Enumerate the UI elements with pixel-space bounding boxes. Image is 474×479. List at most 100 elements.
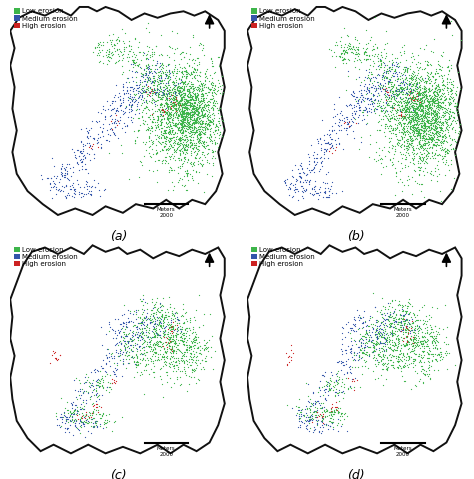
Point — [330, 100, 338, 108]
Point — [165, 67, 173, 74]
Point — [383, 329, 391, 336]
Point — [129, 85, 137, 93]
Point — [195, 104, 203, 112]
Point — [282, 181, 289, 189]
Point — [194, 114, 201, 122]
Point — [416, 133, 424, 141]
Point — [130, 90, 138, 98]
Point — [380, 128, 388, 136]
Point — [122, 340, 130, 348]
Point — [167, 152, 175, 160]
Point — [413, 111, 421, 118]
Point — [444, 350, 451, 357]
Point — [392, 324, 400, 331]
Point — [384, 299, 392, 307]
Point — [383, 376, 390, 383]
Point — [145, 370, 153, 378]
Point — [360, 98, 367, 105]
Point — [416, 103, 424, 110]
Point — [406, 334, 414, 342]
Point — [167, 358, 175, 366]
Point — [175, 101, 183, 109]
Point — [198, 123, 206, 131]
Point — [380, 90, 387, 98]
Point — [352, 102, 359, 109]
Point — [172, 148, 180, 156]
Point — [105, 54, 112, 61]
Point — [206, 108, 213, 116]
Point — [409, 123, 417, 131]
Point — [402, 63, 410, 71]
Point — [178, 95, 186, 103]
Point — [426, 374, 434, 382]
Point — [438, 90, 446, 97]
Point — [170, 102, 178, 110]
Point — [436, 132, 443, 139]
Point — [139, 88, 146, 95]
Point — [383, 52, 390, 60]
Point — [197, 80, 205, 88]
Point — [396, 114, 403, 122]
Point — [364, 84, 371, 91]
Point — [187, 92, 194, 100]
Point — [131, 98, 138, 105]
Point — [177, 354, 185, 362]
Point — [206, 135, 214, 142]
Point — [401, 90, 409, 98]
Point — [190, 80, 197, 88]
Point — [189, 323, 197, 331]
Point — [181, 319, 188, 326]
Point — [425, 110, 433, 118]
Point — [151, 132, 159, 139]
Point — [163, 74, 171, 82]
Point — [98, 364, 105, 372]
Point — [79, 388, 86, 396]
Point — [402, 103, 410, 111]
Point — [377, 87, 384, 94]
Point — [177, 91, 184, 99]
Point — [192, 103, 200, 111]
Point — [348, 104, 356, 112]
Point — [125, 53, 133, 61]
Point — [423, 348, 431, 356]
Point — [414, 121, 422, 129]
Point — [441, 115, 448, 123]
Point — [356, 73, 363, 81]
Point — [416, 59, 423, 67]
Point — [342, 48, 350, 56]
Point — [386, 331, 393, 338]
Point — [201, 113, 209, 120]
Point — [368, 94, 375, 102]
Point — [386, 137, 393, 145]
Point — [375, 144, 383, 152]
Point — [165, 363, 173, 370]
Point — [200, 83, 208, 91]
Point — [180, 140, 188, 148]
Point — [344, 318, 352, 326]
Point — [110, 354, 118, 362]
Point — [185, 101, 192, 108]
Point — [117, 106, 125, 114]
Point — [179, 127, 186, 135]
Point — [81, 412, 89, 420]
Point — [383, 68, 390, 76]
Point — [446, 88, 454, 95]
Point — [441, 147, 449, 155]
Point — [416, 85, 423, 92]
Point — [379, 333, 386, 341]
Point — [153, 102, 161, 109]
Point — [173, 120, 180, 128]
Point — [449, 124, 457, 131]
Point — [385, 93, 393, 101]
Point — [404, 149, 411, 157]
Point — [162, 119, 170, 127]
Point — [139, 316, 146, 324]
Point — [185, 372, 193, 379]
Point — [319, 422, 327, 430]
Point — [369, 73, 376, 81]
Point — [383, 99, 390, 106]
Point — [168, 328, 175, 335]
Point — [416, 89, 424, 96]
Point — [180, 95, 188, 103]
Point — [105, 45, 113, 52]
